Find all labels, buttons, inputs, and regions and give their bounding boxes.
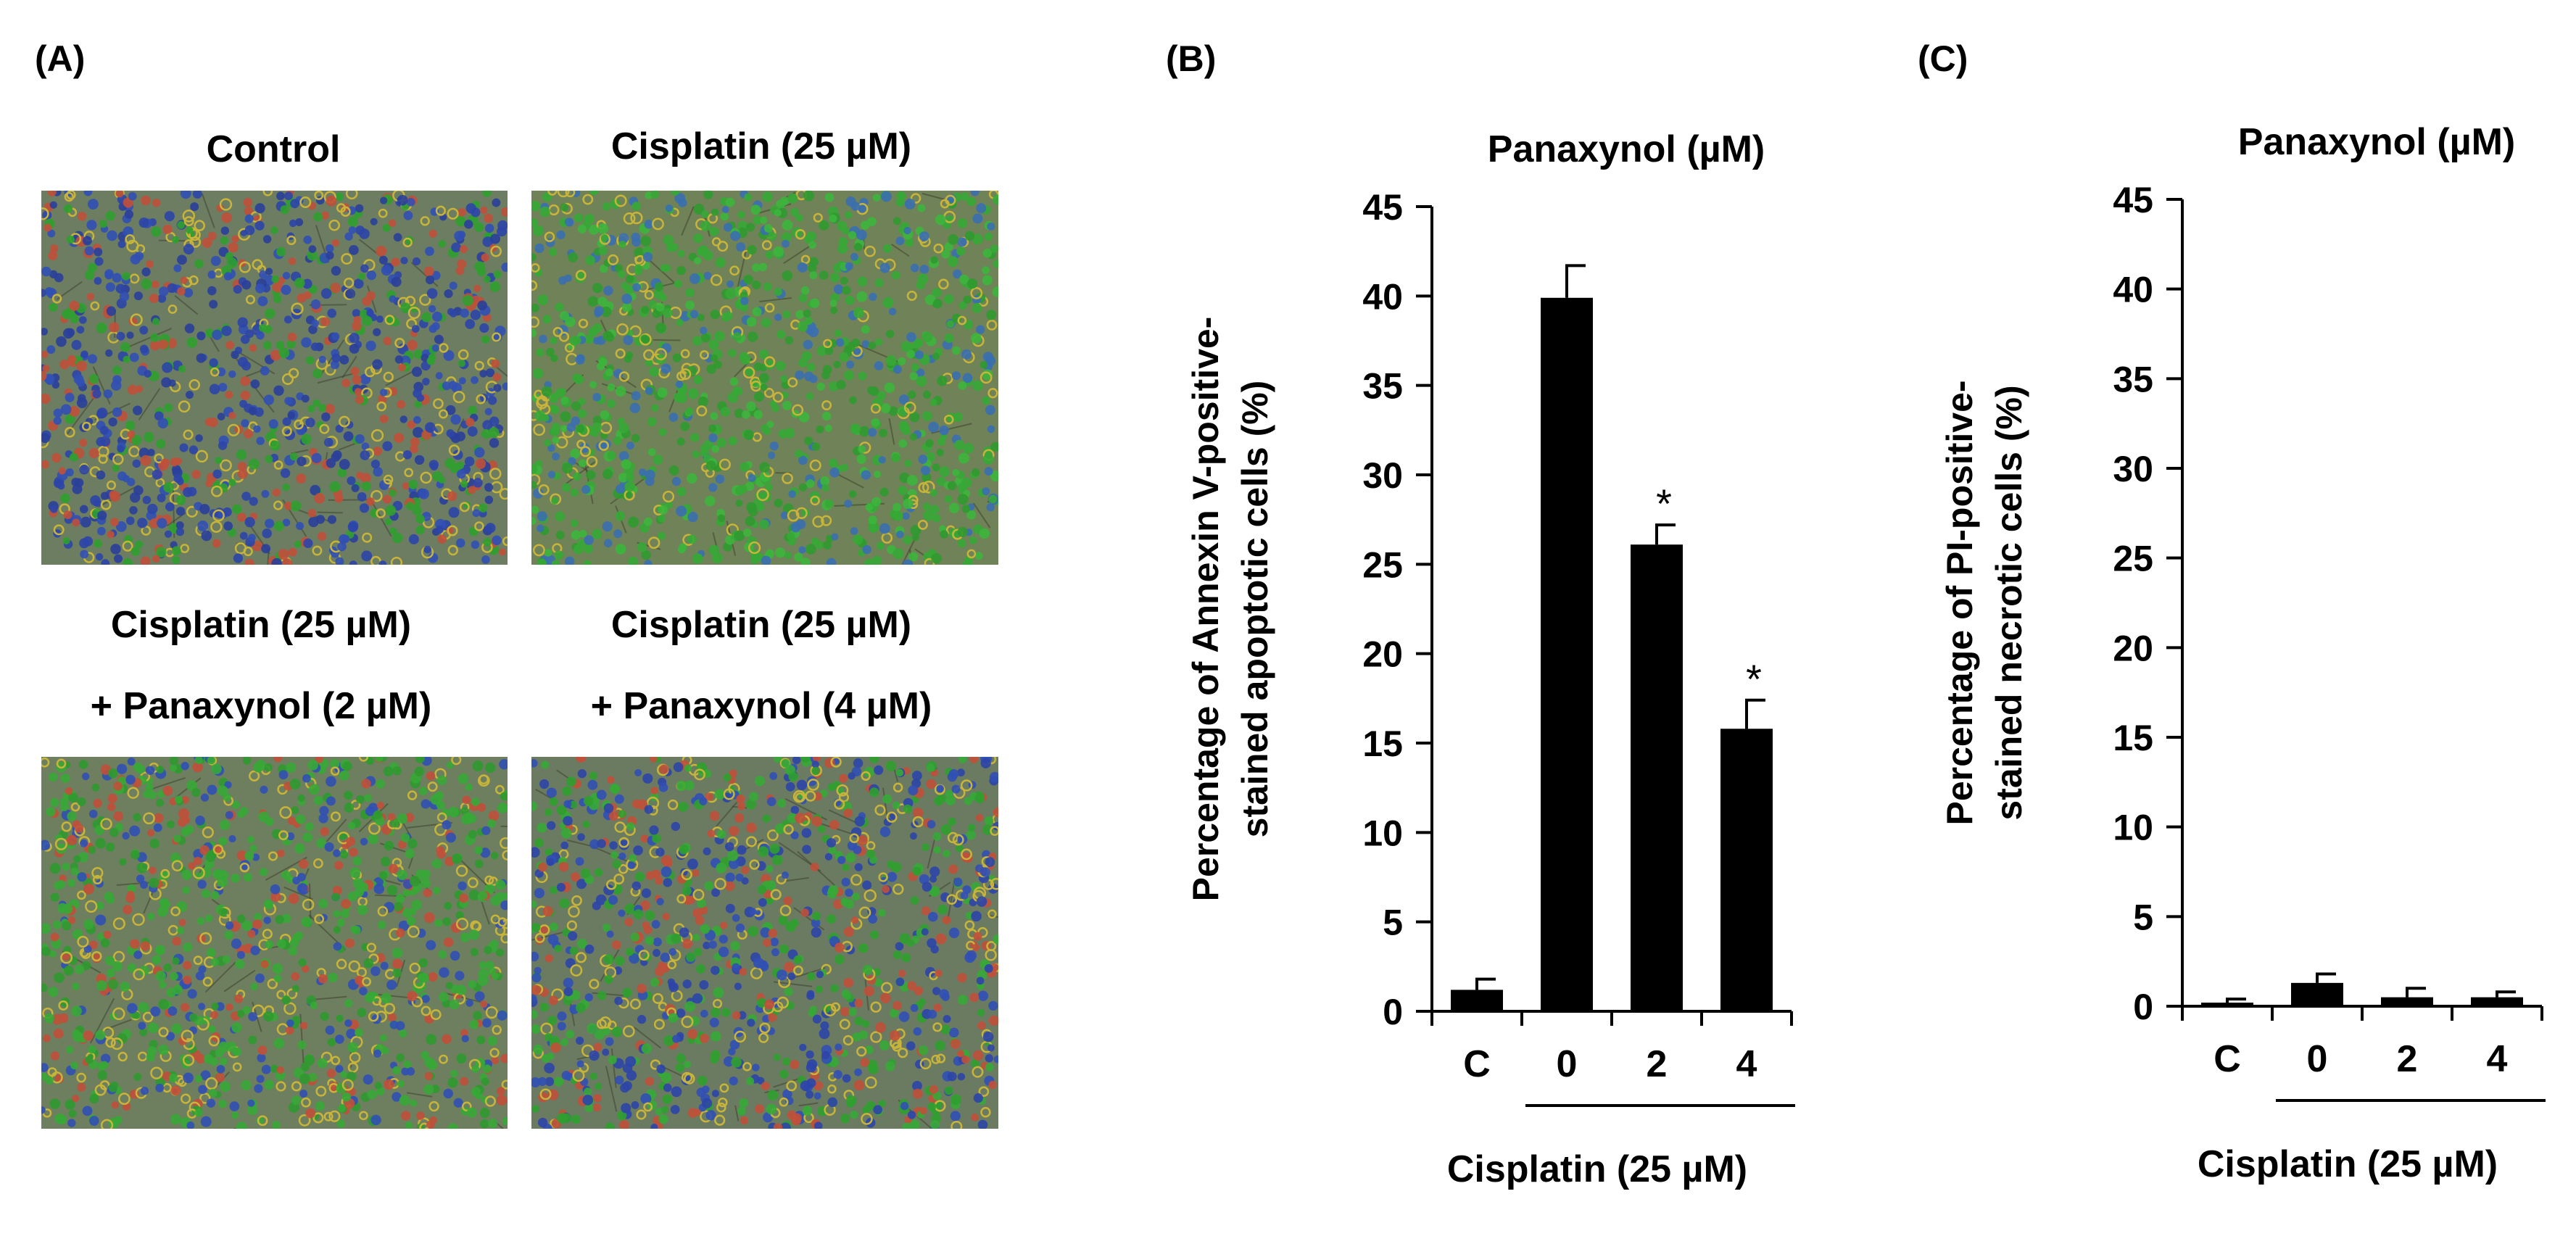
chart-b-category-label: 2 [1647,1043,1668,1085]
chart-b-title: Panaxynol (µM) [1488,128,1765,170]
chart-c-xlabel: Cisplatin (25 µM) [2198,1143,2498,1185]
chart-b-y-tick-label: 30 [1362,455,1403,496]
chart-c-y-tick-label: 45 [2113,180,2153,220]
chart-c-y-tick-label: 40 [2113,270,2153,310]
chart-c-bar [2291,982,2343,1006]
chart-c-y-tick-label: 10 [2113,808,2153,848]
panel-c-letter: (C) [1918,38,1968,79]
chart-b-y-tick-label: 0 [1383,992,1403,1032]
chart-b-category-label: C [1463,1043,1491,1085]
micro-label-cisplatin-2-line1: Cisplatin (25 µM) [110,604,412,646]
chart-c-y-tick-label: 20 [2113,628,2153,668]
chart-b-bar [1631,544,1683,1011]
chart-c-category-label: C [2213,1038,2241,1080]
micrograph-control [41,191,508,565]
chart-b-y-tick-label: 20 [1362,634,1403,675]
micro-label-cisplatin-2-line2: + Panaxynol (2 µM) [90,685,432,727]
micro-label-cisplatin-4-line2: + Panaxynol (4 µM) [590,685,932,727]
chart-c-bar [2381,997,2433,1006]
chart-b-y-tick-label: 25 [1362,544,1403,585]
chart-b-bar [1541,297,1593,1011]
chart-c-ylabel-line1: Percentage of PI-positive- [1939,380,1980,825]
chart-c-y-tick-label: 5 [2133,897,2153,937]
chart-c-y-tick-label: 25 [2113,539,2153,579]
chart-b-significance-marker: * [1746,656,1762,702]
chart-b-y-tick-label: 5 [1383,903,1403,943]
chart-c-y-tick-label: 35 [2113,359,2153,399]
chart-b-category-label: 4 [1736,1043,1757,1085]
chart-c-category-label: 4 [2487,1038,2508,1080]
chart-b-category-label: 0 [1557,1043,1578,1085]
chart-c-y-tick-label: 0 [2133,987,2153,1027]
chart-b-y-tick-label: 45 [1362,187,1403,228]
chart-b-y-tick-label: 40 [1362,276,1403,317]
chart-b-xlabel: Cisplatin (25 µM) [1447,1148,1747,1190]
chart-c-bar [2471,997,2523,1006]
chart-b-y-tick-label: 15 [1362,723,1403,764]
micro-label-control: Control [206,128,341,170]
chart-c-category-label: 2 [2397,1038,2418,1080]
micro-label-cisplatin-4-line1: Cisplatin (25 µM) [610,604,912,646]
chart-b-bar [1451,990,1503,1011]
micrograph-cisplatin-panaxynol-2 [41,757,508,1129]
panel-a-letter: (A) [35,38,86,79]
micro-label-cisplatin: Cisplatin (25 µM) [610,125,912,167]
chart-b-ylabel-line2: stained apoptotic cells (%) [1235,381,1275,838]
chart-c-y-tick-label: 15 [2113,718,2153,758]
chart-c: Panaxynol (µM) 0 5 10 15 20 25 30 35 40 45 C 0 2 4 Cisp… [1939,121,2546,1185]
chart-c-bar [2201,1003,2253,1006]
micrograph-cisplatin [531,191,998,565]
chart-b-y-tick-label: 10 [1362,813,1403,853]
micrograph-cisplatin-panaxynol-4 [531,757,998,1129]
chart-c-category-label: 0 [2307,1038,2328,1080]
chart-b-significance-marker: * [1656,481,1672,526]
chart-b-y-tick-label: 35 [1362,366,1403,407]
panel-b-letter: (B) [1166,38,1217,79]
chart-b-ylabel-line1: Percentage of Annexin V-positive- [1185,317,1226,902]
chart-b: Panaxynol (µM) 0 5 10 15 20 25 30 35 40 45 C 0 2 * 4 * Ci… [1185,128,1795,1190]
chart-c-ylabel-line2: stained necrotic cells (%) [1989,385,2029,820]
chart-c-y-tick-label: 30 [2113,449,2153,489]
chart-c-title: Panaxynol (µM) [2238,121,2515,163]
chart-b-bar [1720,729,1773,1011]
